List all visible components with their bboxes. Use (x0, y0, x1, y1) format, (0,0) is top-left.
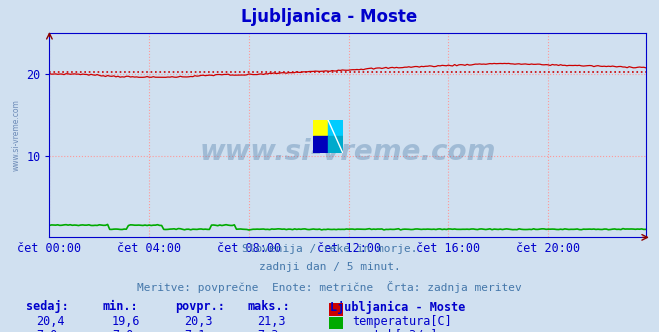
Text: www.si-vreme.com: www.si-vreme.com (200, 138, 496, 166)
Text: povpr.:: povpr.: (175, 300, 225, 313)
Text: temperatura[C]: temperatura[C] (353, 315, 452, 328)
Text: zadnji dan / 5 minut.: zadnji dan / 5 minut. (258, 262, 401, 272)
Text: Slovenija / reke in morje.: Slovenija / reke in morje. (242, 244, 417, 254)
Text: 7,0: 7,0 (36, 329, 57, 332)
Text: sedaj:: sedaj: (26, 300, 69, 313)
Bar (328, 120, 343, 136)
Text: 21,3: 21,3 (257, 315, 285, 328)
Bar (313, 136, 328, 153)
Text: 20,3: 20,3 (185, 315, 213, 328)
Text: 7,3: 7,3 (257, 329, 278, 332)
Bar (313, 120, 328, 136)
Text: 7,0: 7,0 (112, 329, 133, 332)
Text: pretok[m3/s]: pretok[m3/s] (353, 329, 438, 332)
Text: Ljubljanica - Moste: Ljubljanica - Moste (330, 300, 465, 313)
Text: www.si-vreme.com: www.si-vreme.com (12, 99, 21, 171)
Text: 19,6: 19,6 (112, 315, 140, 328)
Text: 20,4: 20,4 (36, 315, 65, 328)
Text: Meritve: povprečne  Enote: metrične  Črta: zadnja meritev: Meritve: povprečne Enote: metrične Črta:… (137, 281, 522, 292)
Text: 7,1: 7,1 (185, 329, 206, 332)
Text: Ljubljanica - Moste: Ljubljanica - Moste (241, 8, 418, 26)
Bar (328, 136, 343, 153)
Text: min.:: min.: (102, 300, 138, 313)
Text: maks.:: maks.: (247, 300, 290, 313)
